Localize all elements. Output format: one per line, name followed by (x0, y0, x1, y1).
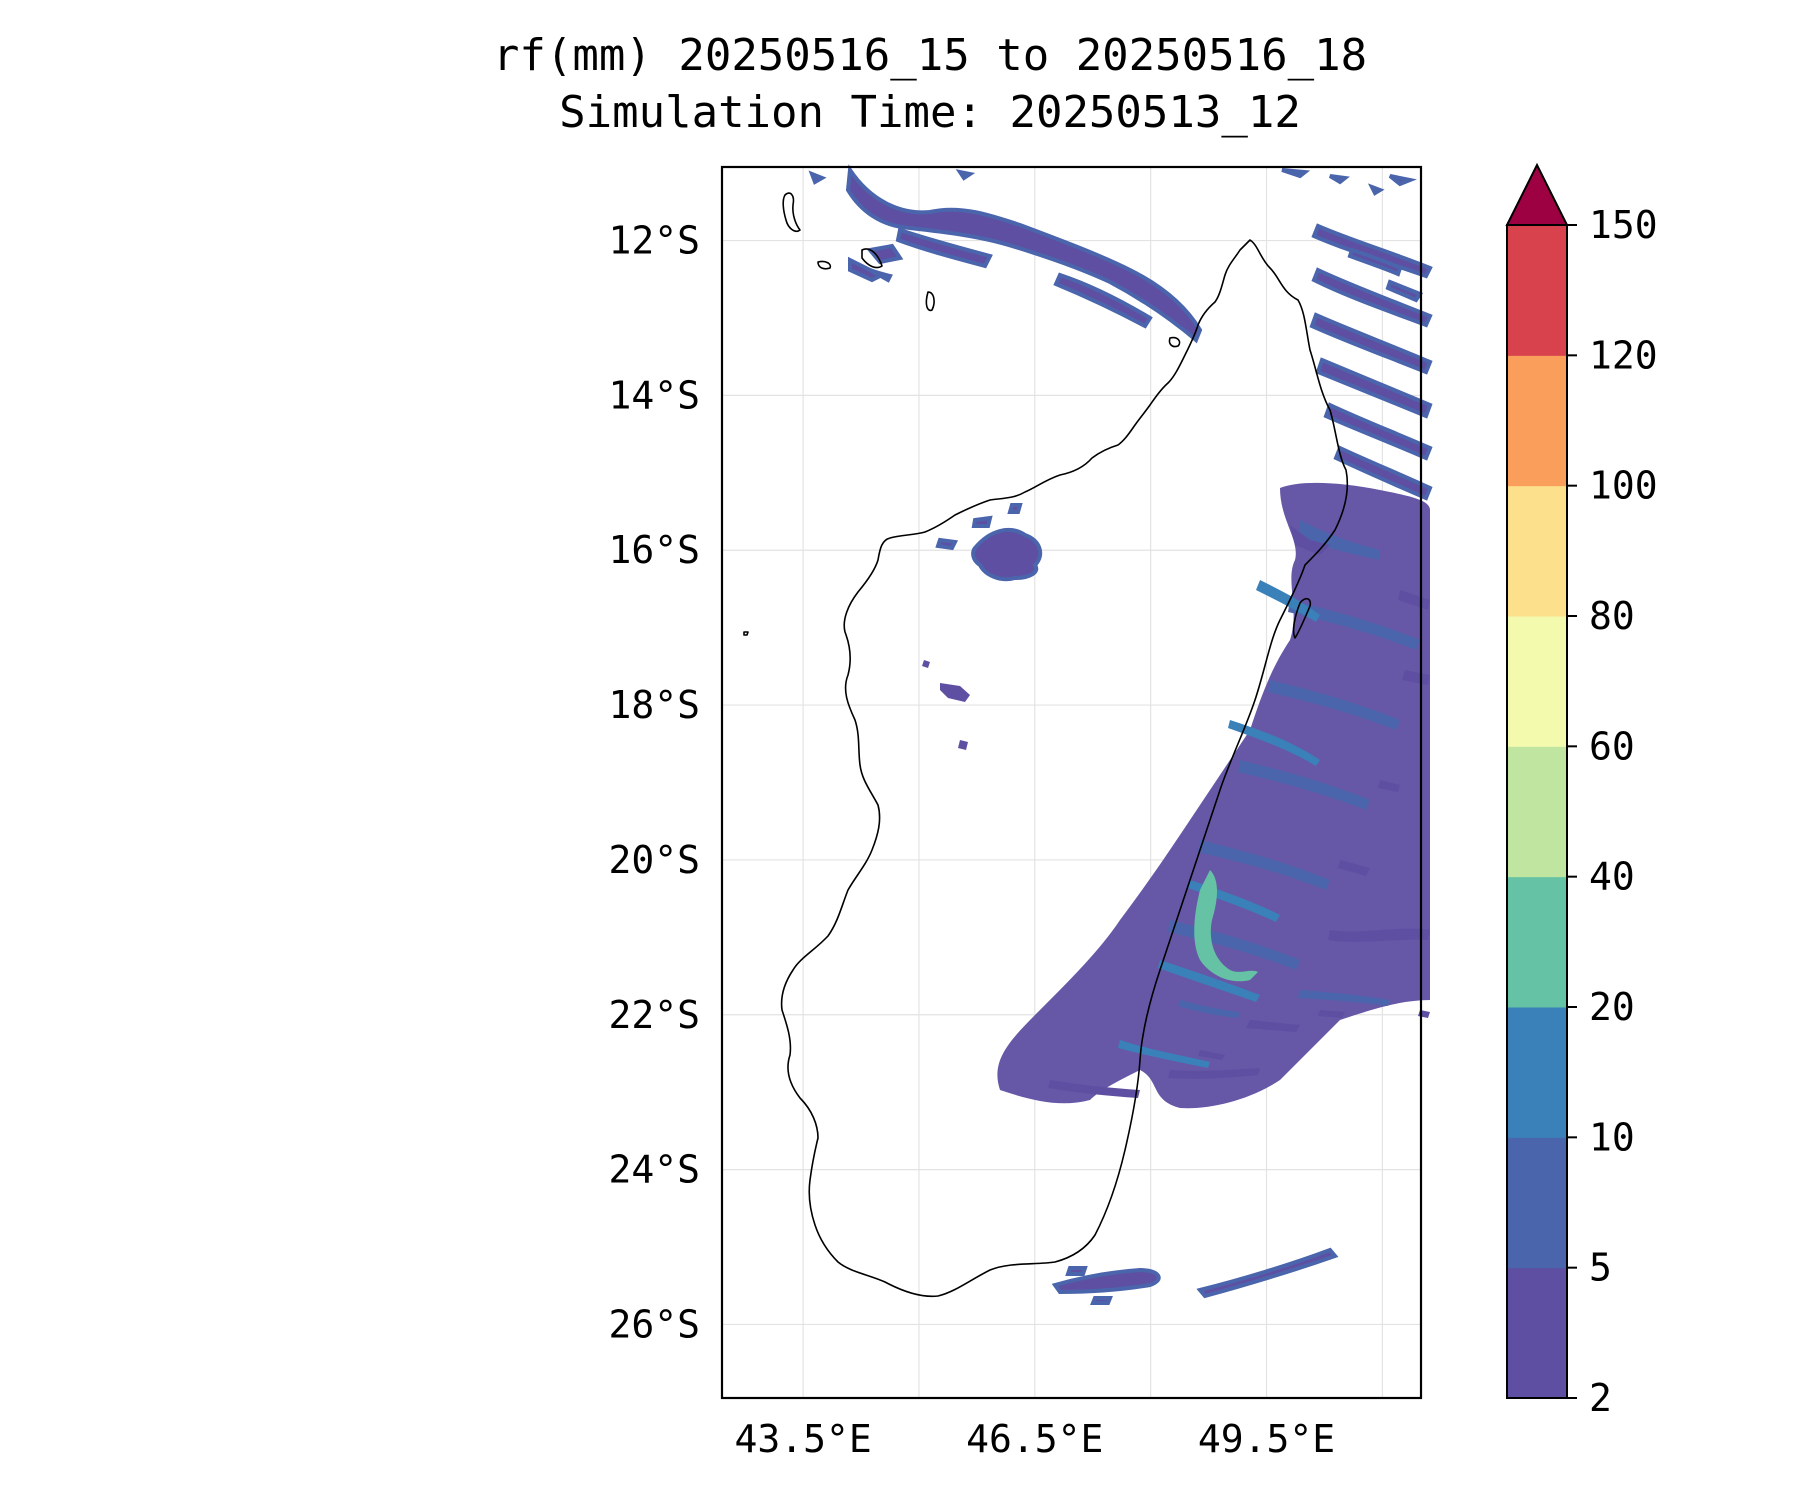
colorbar-tick-label: 20 (1589, 985, 1635, 1029)
colorbar-segment (1507, 746, 1567, 878)
colorbar: 2 5 10 20 40 60 80 100 120 150 (1505, 162, 1658, 1420)
lat-tick-label: 18°S (608, 683, 700, 727)
comoros-anjouan (861, 248, 883, 269)
colorbar-tick-label: 150 (1589, 203, 1658, 247)
rain-region-east-coast (997, 482, 1430, 1109)
coastlines (743, 192, 1349, 1298)
colorbar-segment (1507, 355, 1567, 487)
lat-tick-label: 24°S (608, 1148, 700, 1192)
colorbar-segment (1507, 485, 1567, 617)
lat-tick-label: 22°S (608, 993, 700, 1037)
madagascar-coastline (780, 239, 1349, 1298)
lat-tick-label: 14°S (608, 373, 700, 417)
colorbar-segment (1507, 1267, 1567, 1399)
colorbar-segment (1507, 225, 1567, 356)
comoros-grande-comore (782, 192, 801, 233)
colorbar-segment (1507, 1007, 1567, 1138)
juan-de-nova (743, 631, 749, 636)
lat-tick-label: 16°S (608, 528, 700, 572)
colorbar-tick-label: 2 (1589, 1376, 1612, 1420)
lon-tick-label: 49.5°E (1198, 1417, 1335, 1461)
nosy-be (1168, 336, 1181, 348)
lon-tick-label: 46.5°E (966, 1417, 1103, 1461)
lon-tick-label: 43.5°E (734, 1417, 871, 1461)
rain-region-north-band (808, 164, 1417, 344)
title-line-1: rf(mm) 20250516_15 to 20250516_18 (493, 30, 1367, 81)
comoros-moheli (817, 260, 832, 270)
rain-region-south-band (1051, 1247, 1339, 1305)
sainte-marie-island (1292, 597, 1312, 639)
colorbar-extend-arrow (1505, 162, 1569, 226)
colorbar-tick-label: 100 (1589, 464, 1658, 508)
figure-title: rf(mm) 20250516_15 to 20250516_18 Simula… (493, 30, 1367, 138)
colorbar-segment (1507, 876, 1567, 1008)
rain-region-ne-streaks (1309, 223, 1433, 501)
rain-region-northwest-patch (935, 503, 1043, 582)
colorbar-tick-label: 120 (1589, 333, 1658, 377)
colorbar-frame (1506, 224, 1568, 1399)
colorbar-tick-label: 40 (1589, 855, 1635, 899)
mayotte (925, 291, 935, 312)
latitude-axis: 12°S 14°S 16°S 18°S 20°S 22°S 24°S 26°S (608, 219, 700, 1347)
lat-tick-label: 12°S (608, 219, 700, 263)
lat-tick-label: 20°S (608, 838, 700, 882)
map-frame (720, 165, 1423, 1400)
title-line-2: Simulation Time: 20250513_12 (559, 87, 1301, 138)
longitude-axis: 43.5°E 46.5°E 49.5°E (734, 1417, 1335, 1461)
colorbar-tick-label: 10 (1589, 1115, 1635, 1159)
rain-region-interior-patches (922, 660, 970, 750)
colorbar-tick-label: 80 (1589, 594, 1635, 638)
colorbar-tick-label: 5 (1589, 1246, 1612, 1290)
colorbar-segment (1507, 616, 1567, 747)
colorbar-segment (1507, 1137, 1567, 1269)
colorbar-tick-label: 60 (1589, 724, 1635, 768)
rainfall-field (808, 164, 1433, 1305)
lat-tick-label: 26°S (608, 1302, 700, 1346)
